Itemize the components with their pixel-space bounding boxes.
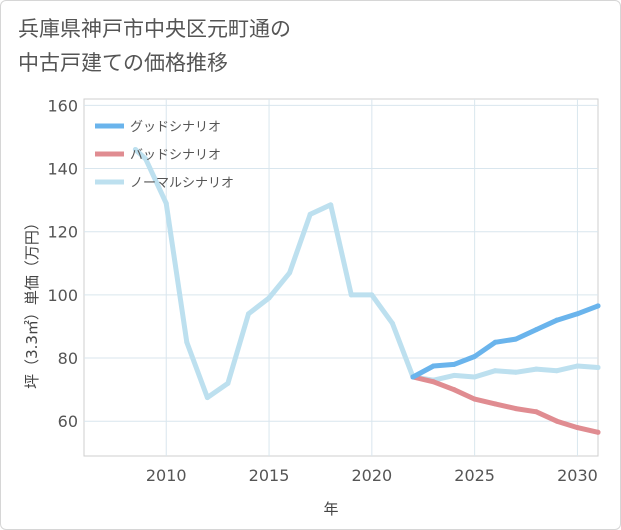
x-tick-label: 2025	[454, 466, 495, 485]
x-tick-label: 2020	[351, 466, 392, 485]
series-2-point	[451, 372, 457, 378]
series-1-point	[574, 425, 580, 431]
chart-title-line-2: 中古戸建ての価格推移	[18, 51, 228, 75]
series-1-point	[472, 396, 478, 402]
y-tick-label: 160	[47, 96, 78, 115]
series-2-point	[554, 368, 560, 374]
series-1-point	[554, 418, 560, 424]
series-0-point	[410, 374, 416, 380]
series-layer	[132, 147, 601, 435]
series-1-point	[533, 409, 539, 415]
chart-title-line-1: 兵庫県神戸市中央区元町通の	[18, 17, 291, 41]
series-2-point	[348, 292, 354, 298]
legend-label: グッドシナリオ	[130, 120, 221, 135]
series-0-point	[595, 303, 601, 309]
series-2-point	[574, 363, 580, 369]
series-2-point	[245, 311, 251, 317]
series-2-point	[266, 295, 272, 301]
y-tick-label: 60	[58, 412, 78, 431]
series-2-point	[533, 366, 539, 372]
series-1-point	[513, 406, 519, 412]
x-tick-label: 2010	[146, 466, 187, 485]
series-2-point	[328, 202, 334, 208]
series-2-point	[184, 339, 190, 345]
series-2-point	[369, 292, 375, 298]
series-2-point	[163, 200, 169, 206]
series-1-point	[431, 379, 437, 385]
ticks: 2010 2015 2020 2025 2030 60 80 100 120 140 160	[47, 96, 597, 485]
series-2-point	[513, 369, 519, 375]
series-0-point	[492, 339, 498, 345]
series-1-point	[595, 429, 601, 435]
series-0-point	[574, 311, 580, 317]
series-2-point	[389, 320, 395, 326]
y-tick-label: 140	[47, 160, 78, 179]
x-tick-label: 2030	[557, 466, 598, 485]
series-0-point	[472, 353, 478, 359]
series-2-point	[143, 156, 149, 162]
series-0-point	[554, 317, 560, 323]
legend-label: ノーマルシナリオ	[130, 176, 234, 191]
series-0-point	[451, 361, 457, 367]
y-tick-label: 100	[47, 286, 78, 305]
plot-area	[83, 98, 599, 457]
series-2-point	[225, 380, 231, 386]
y-axis-title: 坪（3.3㎡）単価（万円）	[23, 215, 41, 389]
series-2-point	[492, 368, 498, 374]
series-line-2	[132, 147, 601, 401]
series-line-0	[410, 303, 601, 380]
series-2-point	[287, 270, 293, 276]
series-2-point	[472, 374, 478, 380]
series-1-point	[451, 387, 457, 393]
series-0-point	[533, 327, 539, 333]
series-2-point	[595, 365, 601, 371]
y-tick-label: 80	[58, 349, 78, 368]
series-2-point	[307, 211, 313, 217]
series-0-point	[513, 336, 519, 342]
x-tick-label: 2015	[249, 466, 290, 485]
series-1-point	[492, 401, 498, 407]
series-0-point	[431, 363, 437, 369]
legend-label: バッドシナリオ	[130, 148, 221, 163]
chart-title: 兵庫県神戸市中央区元町通の 中古戸建ての価格推移	[18, 12, 578, 80]
y-tick-label: 120	[47, 223, 78, 242]
series-2-point	[204, 395, 210, 401]
x-axis-title: 年	[323, 500, 338, 518]
series-line-1	[410, 374, 601, 435]
series-2-point	[132, 147, 138, 153]
